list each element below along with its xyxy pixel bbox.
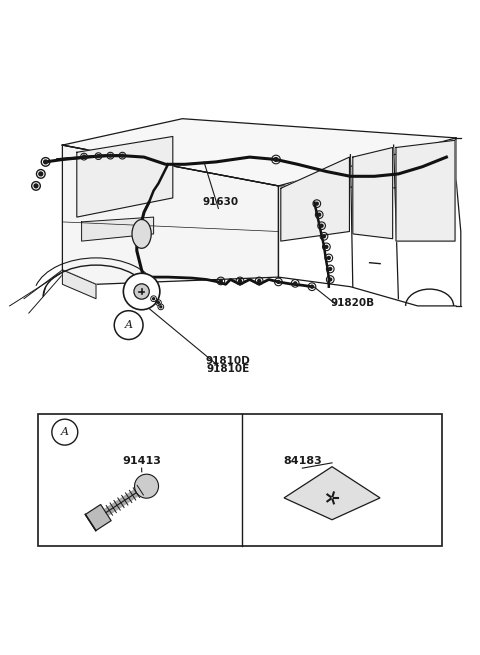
Circle shape <box>274 158 278 161</box>
Circle shape <box>325 246 328 248</box>
Circle shape <box>320 224 323 227</box>
Circle shape <box>311 286 313 288</box>
Bar <box>38 414 442 546</box>
Circle shape <box>39 172 43 176</box>
Polygon shape <box>353 147 393 238</box>
Circle shape <box>52 419 78 445</box>
Circle shape <box>219 280 222 282</box>
Circle shape <box>318 214 321 216</box>
Text: A: A <box>61 427 69 437</box>
Text: A: A <box>125 320 132 330</box>
Circle shape <box>123 273 160 310</box>
Polygon shape <box>62 119 456 188</box>
Polygon shape <box>62 145 278 284</box>
Polygon shape <box>77 136 173 217</box>
Text: 91810D: 91810D <box>205 356 251 365</box>
Polygon shape <box>85 504 111 531</box>
Circle shape <box>315 202 318 205</box>
Text: 91630: 91630 <box>203 197 239 207</box>
Circle shape <box>277 280 280 284</box>
Circle shape <box>157 301 159 303</box>
Circle shape <box>121 154 124 157</box>
Circle shape <box>294 282 297 285</box>
Circle shape <box>329 278 332 281</box>
Text: 84183: 84183 <box>283 457 322 466</box>
Text: 91810E: 91810E <box>206 364 250 373</box>
Circle shape <box>134 474 158 498</box>
Circle shape <box>239 280 241 282</box>
Circle shape <box>258 280 261 282</box>
Circle shape <box>327 257 330 259</box>
Circle shape <box>329 267 332 271</box>
Circle shape <box>109 154 112 157</box>
Circle shape <box>83 155 85 158</box>
Polygon shape <box>62 270 96 299</box>
Polygon shape <box>396 140 455 241</box>
Circle shape <box>97 155 100 158</box>
Circle shape <box>114 310 143 339</box>
Polygon shape <box>82 217 154 241</box>
Circle shape <box>153 298 155 299</box>
Circle shape <box>134 284 149 299</box>
Circle shape <box>34 184 38 188</box>
Text: 91820B: 91820B <box>331 298 375 308</box>
Ellipse shape <box>132 219 151 248</box>
Polygon shape <box>281 157 349 241</box>
Circle shape <box>44 160 48 164</box>
Text: 91413: 91413 <box>122 457 161 466</box>
Circle shape <box>323 235 325 238</box>
Circle shape <box>160 306 162 308</box>
Polygon shape <box>284 467 380 519</box>
